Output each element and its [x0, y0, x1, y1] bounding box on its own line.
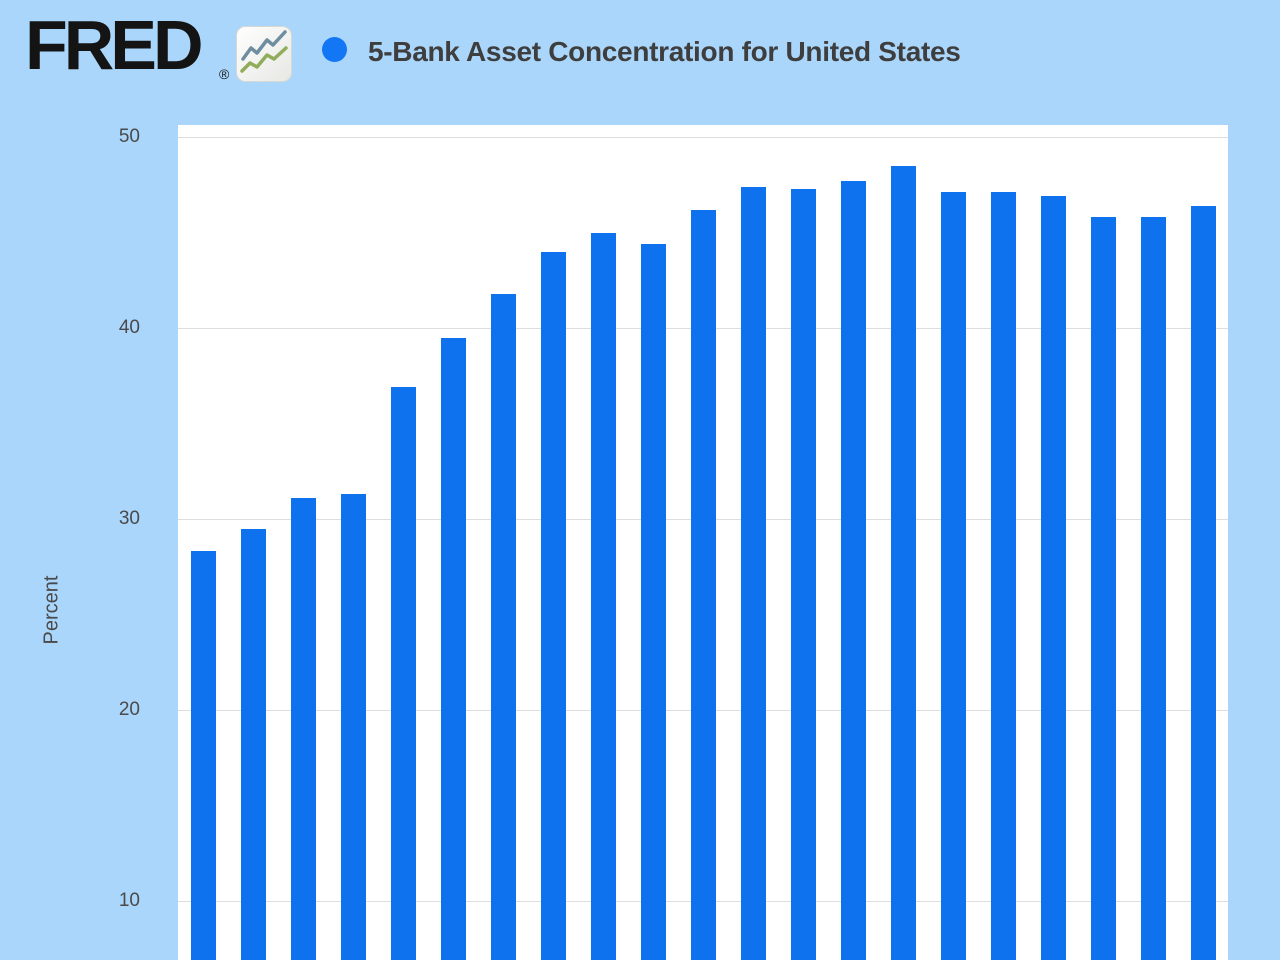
bar-13: [790, 188, 816, 960]
series-legend-dot: [322, 37, 347, 62]
chart-title: 5-Bank Asset Concentration for United St…: [368, 36, 961, 67]
y-axis-label: Percent: [40, 575, 63, 645]
y-tick-label-30: 30: [118, 508, 140, 529]
bar-15: [890, 165, 916, 960]
y-tick-label-50: 50: [118, 126, 140, 147]
fred-logo-registered-mark: ®: [219, 66, 230, 82]
bar-6: [440, 337, 466, 960]
bar-1: [190, 551, 216, 960]
bar-8: [540, 251, 566, 960]
fred-logo-text: FRED: [25, 6, 204, 84]
y-tick-label-10: 10: [118, 890, 140, 911]
y-tick-label-20: 20: [118, 699, 140, 720]
bar-9: [590, 232, 616, 960]
bar-18: [1040, 196, 1066, 960]
bar-21: [1190, 205, 1216, 960]
bar-12: [740, 186, 766, 960]
y-tick-label-40: 40: [118, 317, 140, 338]
bar-11: [690, 209, 716, 960]
bar-3: [290, 497, 316, 960]
grid-line-50: [178, 137, 1228, 138]
bar-20: [1140, 217, 1166, 960]
bar-5: [390, 387, 416, 960]
bar-19: [1090, 217, 1116, 960]
bar-7: [490, 293, 516, 960]
bar-17: [990, 192, 1016, 960]
plot-area: [178, 125, 1228, 960]
bar-14: [840, 180, 866, 960]
bar-10: [640, 243, 666, 960]
bar-4: [340, 494, 366, 960]
fred-logo-chart-icon: [236, 26, 292, 82]
bar-2: [240, 528, 266, 960]
bar-16: [940, 192, 966, 960]
